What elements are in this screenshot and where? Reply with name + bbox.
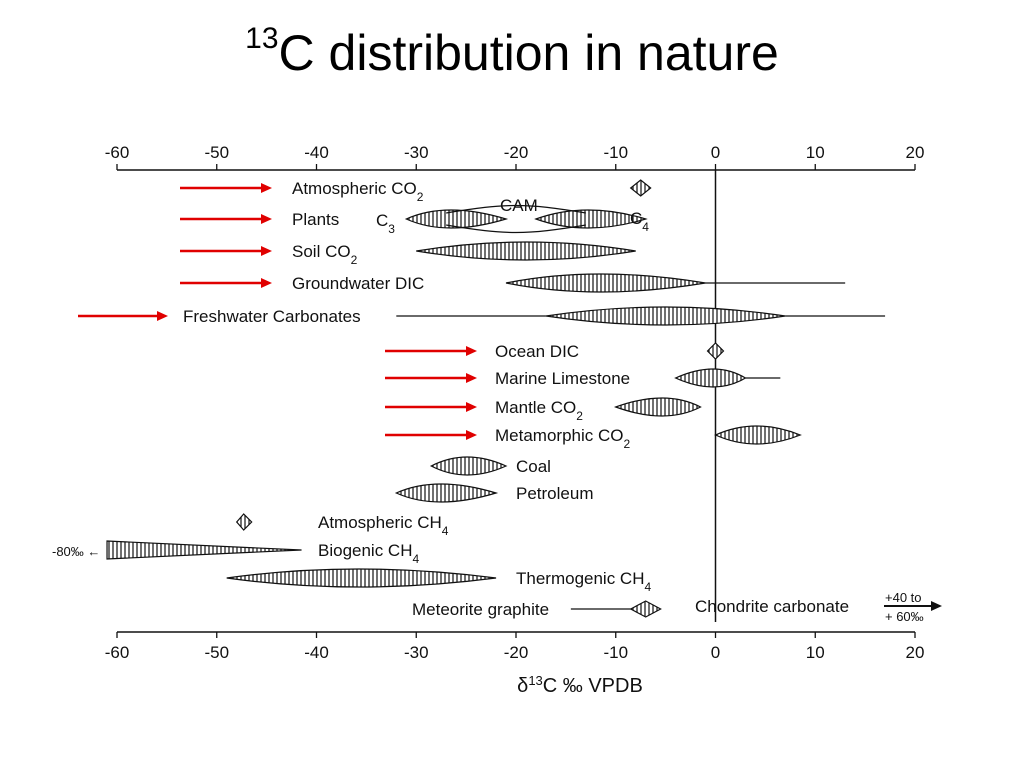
bottom-tick-label: 20 <box>906 643 925 662</box>
row-meteorite-graphite: Meteorite graphite <box>412 600 662 619</box>
red-arrow-head <box>466 373 477 383</box>
red-arrow-head <box>157 311 168 321</box>
row-label: Soil CO2 <box>292 242 358 267</box>
row-atmospheric-co2: Atmospheric CO2 <box>180 179 652 204</box>
row-label: Coal <box>516 457 551 476</box>
row-label: Freshwater Carbonates <box>183 307 361 326</box>
offscale-arrow-head <box>931 601 942 611</box>
top-tick-label: -50 <box>204 143 229 162</box>
red-arrow-head <box>261 183 272 193</box>
top-tick-label: 0 <box>711 143 720 162</box>
cam-curve-lower <box>446 224 586 234</box>
row-thermogenic-ch4: Thermogenic CH4 <box>226 568 652 594</box>
row-label: Plants <box>292 210 339 229</box>
row-label: Meteorite graphite <box>412 600 549 619</box>
bottom-tick-label: 10 <box>806 643 825 662</box>
annotations-group: CAM C3 C4 -80‰ ← +40 to + 60‰ <box>52 196 924 624</box>
row-petroleum: Petroleum <box>394 483 593 503</box>
cam-label: CAM <box>500 196 538 215</box>
red-arrow-head <box>466 430 477 440</box>
top-tick-label: -10 <box>603 143 628 162</box>
chondrite-offscale-line1: +40 to <box>885 590 922 605</box>
row-metamorphic-co2: Metamorphic CO2 <box>385 425 802 451</box>
row-label: Chondrite carbonate <box>695 597 849 616</box>
row-soil-co2: Soil CO2 <box>180 241 636 267</box>
row-biogenic-ch4: Biogenic CH4 <box>106 540 420 566</box>
row-label: Atmospheric CO2 <box>292 179 424 204</box>
bottom-tick-label: 0 <box>711 643 720 662</box>
bottom-tick-label: -40 <box>304 643 329 662</box>
row-mantle-co2: Mantle CO2 <box>385 397 702 423</box>
row-marine-limestone: Marine Limestone <box>385 368 781 388</box>
row-label: Thermogenic CH4 <box>516 569 652 594</box>
row-label: Marine Limestone <box>495 369 630 388</box>
distribution-lens <box>404 209 509 229</box>
top-tick-label: -30 <box>404 143 429 162</box>
distribution-diamond <box>629 179 652 197</box>
distribution-lens <box>505 273 706 293</box>
distribution-lens <box>534 209 648 229</box>
distribution-lens <box>394 483 499 503</box>
row-label: Metamorphic CO2 <box>495 426 630 451</box>
red-arrow-head <box>261 278 272 288</box>
row-chondrite-carbonate: Chondrite carbonate <box>695 597 942 616</box>
distribution-diamond <box>629 600 662 618</box>
row-groundwater-dic: Groundwater DIC <box>180 273 846 293</box>
biogenic-offscale-note: -80‰ ← <box>52 544 100 559</box>
distribution-diamond <box>235 513 253 531</box>
red-arrow-head <box>261 246 272 256</box>
distribution-lens <box>416 241 636 261</box>
cam-curve-upper <box>446 204 586 214</box>
axes-group: -60 -60 -50 -50 -40 -40 -30 -30 -20 -20 -10 -10 0 0 10… <box>105 143 925 697</box>
top-tick-label: -40 <box>304 143 329 162</box>
red-arrow-head <box>466 402 477 412</box>
top-tick-label: 10 <box>806 143 825 162</box>
bottom-tick-label: -20 <box>504 643 529 662</box>
row-ocean-dic: Ocean DIC <box>385 342 725 361</box>
slide-title: 13C distribution in nature <box>0 22 1024 82</box>
top-tick-label: -60 <box>105 143 130 162</box>
distribution-diamond <box>706 342 725 360</box>
row-label: Groundwater DIC <box>292 274 424 293</box>
row-label: Petroleum <box>516 484 593 503</box>
bottom-tick-label: -50 <box>204 643 229 662</box>
row-label: Atmospheric CH4 <box>318 513 449 538</box>
distribution-lens <box>545 306 786 326</box>
title-superscript: 13 <box>245 22 279 55</box>
chondrite-offscale-line2: + 60‰ <box>885 609 924 624</box>
c4-label: C4 <box>630 209 649 234</box>
row-freshwater-carbonates: Freshwater Carbonates <box>78 306 886 326</box>
title-main: C distribution in nature <box>278 25 779 81</box>
distribution-lens <box>613 397 702 417</box>
row-label: Ocean DIC <box>495 342 579 361</box>
distribution-wedge <box>106 540 302 560</box>
row-label: Biogenic CH4 <box>318 541 420 566</box>
top-tick-label: 20 <box>906 143 925 162</box>
bottom-tick-label: -60 <box>105 643 130 662</box>
x-axis-title: δ13C ‰ VPDB <box>517 673 643 698</box>
distribution-lens <box>674 368 747 388</box>
c3-label: C3 <box>376 211 395 236</box>
top-tick-label: -20 <box>504 143 529 162</box>
rows-group: Atmospheric CO2 Plants Soil CO2 Groundwater… <box>78 179 942 619</box>
bottom-tick-label: -30 <box>404 643 429 662</box>
row-coal: Coal <box>429 456 551 476</box>
distribution-lens <box>226 568 497 588</box>
distribution-lens <box>714 425 802 445</box>
row-atmospheric-ch4: Atmospheric CH4 <box>235 513 449 538</box>
bottom-tick-label: -10 <box>603 643 628 662</box>
red-arrow-head <box>466 346 477 356</box>
row-plants: Plants <box>180 209 648 229</box>
red-arrow-head <box>261 214 272 224</box>
distribution-lens <box>429 456 508 476</box>
row-label: Mantle CO2 <box>495 398 583 423</box>
